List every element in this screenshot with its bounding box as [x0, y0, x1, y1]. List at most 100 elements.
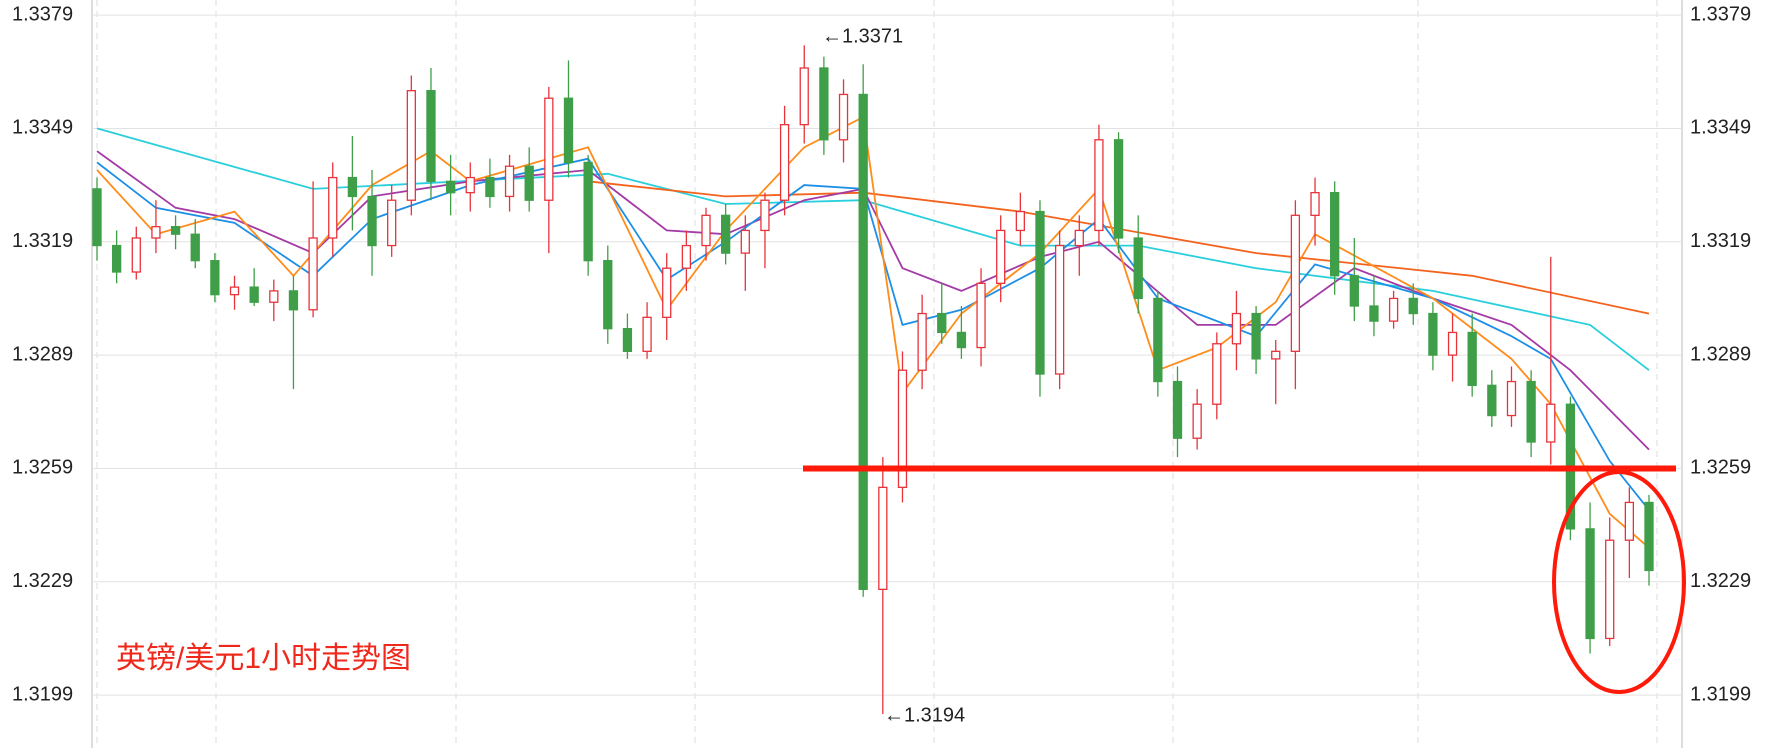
candle-body: [465, 176, 475, 194]
candle-body: [210, 260, 220, 296]
candle-body: [583, 161, 593, 262]
candle-body: [819, 67, 829, 141]
candle-body: [544, 97, 554, 201]
candle-body: [249, 286, 259, 303]
candle-body: [328, 176, 338, 239]
candle-body: [858, 93, 868, 590]
candle-body: [1388, 297, 1399, 322]
candle-body: [799, 67, 809, 126]
candle-body: [662, 267, 672, 318]
y2-tick-label: 1.3229: [1690, 570, 1751, 592]
candle-body: [897, 369, 908, 488]
y-tick-label: 1.3199: [12, 683, 73, 705]
candle-body: [1074, 229, 1084, 247]
candle-body: [1113, 139, 1124, 239]
candle-body: [1251, 312, 1261, 360]
candle-body: [622, 328, 633, 352]
highlight-ellipse: [1552, 470, 1686, 694]
candle-body: [1231, 312, 1242, 345]
candle-body: [1035, 210, 1045, 375]
candle-body: [190, 233, 200, 262]
candle-body: [1506, 380, 1517, 417]
candle-body: [1212, 343, 1222, 405]
candle-body: [151, 226, 161, 239]
y-tick-label: 1.3349: [12, 117, 73, 139]
candle-body: [878, 486, 888, 590]
candles: [92, 45, 1654, 714]
candle-body: [1487, 384, 1497, 417]
y-tick-label: 1.3229: [12, 570, 73, 592]
y2-tick-label: 1.3289: [1690, 343, 1751, 365]
annotation: ←1.3371: [822, 25, 903, 47]
candle-body: [485, 176, 495, 198]
y2-tick-label: 1.3319: [1690, 230, 1751, 252]
candle-body: [524, 165, 534, 201]
candle-body: [1094, 139, 1104, 232]
candle-body: [367, 195, 377, 247]
candle-body: [1172, 380, 1183, 439]
candle-body: [1605, 539, 1615, 640]
y-tick-label: 1.3259: [12, 457, 73, 479]
y-tick-label: 1.3379: [12, 3, 73, 25]
candle-body: [406, 90, 416, 201]
grid: 1.3199 1.3199 1.3229 1.3229 1.3259 1.3259 1.32…: [12, 3, 1751, 705]
y-tick-label: 1.3319: [12, 230, 73, 252]
candle-body: [1330, 192, 1340, 277]
candle-body: [92, 188, 102, 247]
candle-body: [740, 229, 750, 254]
candle-body: [1054, 244, 1065, 375]
candle-body: [1349, 275, 1359, 307]
candle-body: [170, 226, 181, 235]
candle-body: [1369, 305, 1379, 322]
candle-body: [1192, 403, 1202, 439]
candle-body: [603, 260, 613, 330]
annotation: ←1.3194: [884, 704, 965, 726]
candle-body: [1408, 297, 1418, 315]
chart-title: 英镑/美元1小时走势图: [116, 642, 411, 675]
candle-body: [701, 214, 711, 247]
candle-body: [681, 244, 692, 269]
candle-body: [269, 290, 279, 303]
candle-body: [1290, 214, 1301, 352]
candle-body: [1546, 403, 1556, 443]
candle-body: [779, 124, 790, 201]
candle-body: [996, 229, 1006, 284]
candle-body: [937, 312, 947, 334]
candle-body: [1015, 210, 1025, 232]
candle-body: [1133, 237, 1143, 300]
y2-tick-label: 1.3379: [1690, 3, 1751, 25]
vertical-grid: [96, 0, 1658, 748]
candle-body: [1585, 528, 1595, 640]
y2-tick-label: 1.3199: [1690, 683, 1751, 705]
candle-body: [917, 312, 927, 371]
ma-line: [96, 157, 1650, 511]
candle-body: [504, 165, 515, 198]
candle-body: [445, 180, 456, 194]
candle-body: [1447, 331, 1458, 356]
candle-body: [1624, 501, 1635, 541]
candle-body: [1271, 350, 1281, 360]
candle-body: [229, 286, 240, 296]
candle-body: [838, 93, 849, 141]
candle-body: [387, 199, 397, 247]
candle-body: [976, 282, 986, 349]
candle-body: [1428, 312, 1438, 356]
candle-body: [642, 316, 652, 352]
candle-body: [1644, 501, 1654, 572]
ma-line: [96, 127, 1650, 371]
y-tick-label: 1.3289: [12, 343, 73, 365]
candle-body: [426, 90, 436, 182]
candle-body: [308, 237, 318, 311]
candle-body: [111, 244, 122, 273]
y2-tick-label: 1.3349: [1690, 117, 1751, 139]
candle-body: [1467, 331, 1477, 386]
ma-line: [96, 150, 1650, 451]
candle-body: [760, 199, 770, 232]
candle-body: [956, 331, 967, 349]
candle-body: [721, 214, 731, 254]
candle-body: [347, 176, 358, 198]
candle-body: [131, 237, 141, 273]
candle-body: [288, 290, 299, 311]
y2-tick-label: 1.3259: [1690, 457, 1751, 479]
